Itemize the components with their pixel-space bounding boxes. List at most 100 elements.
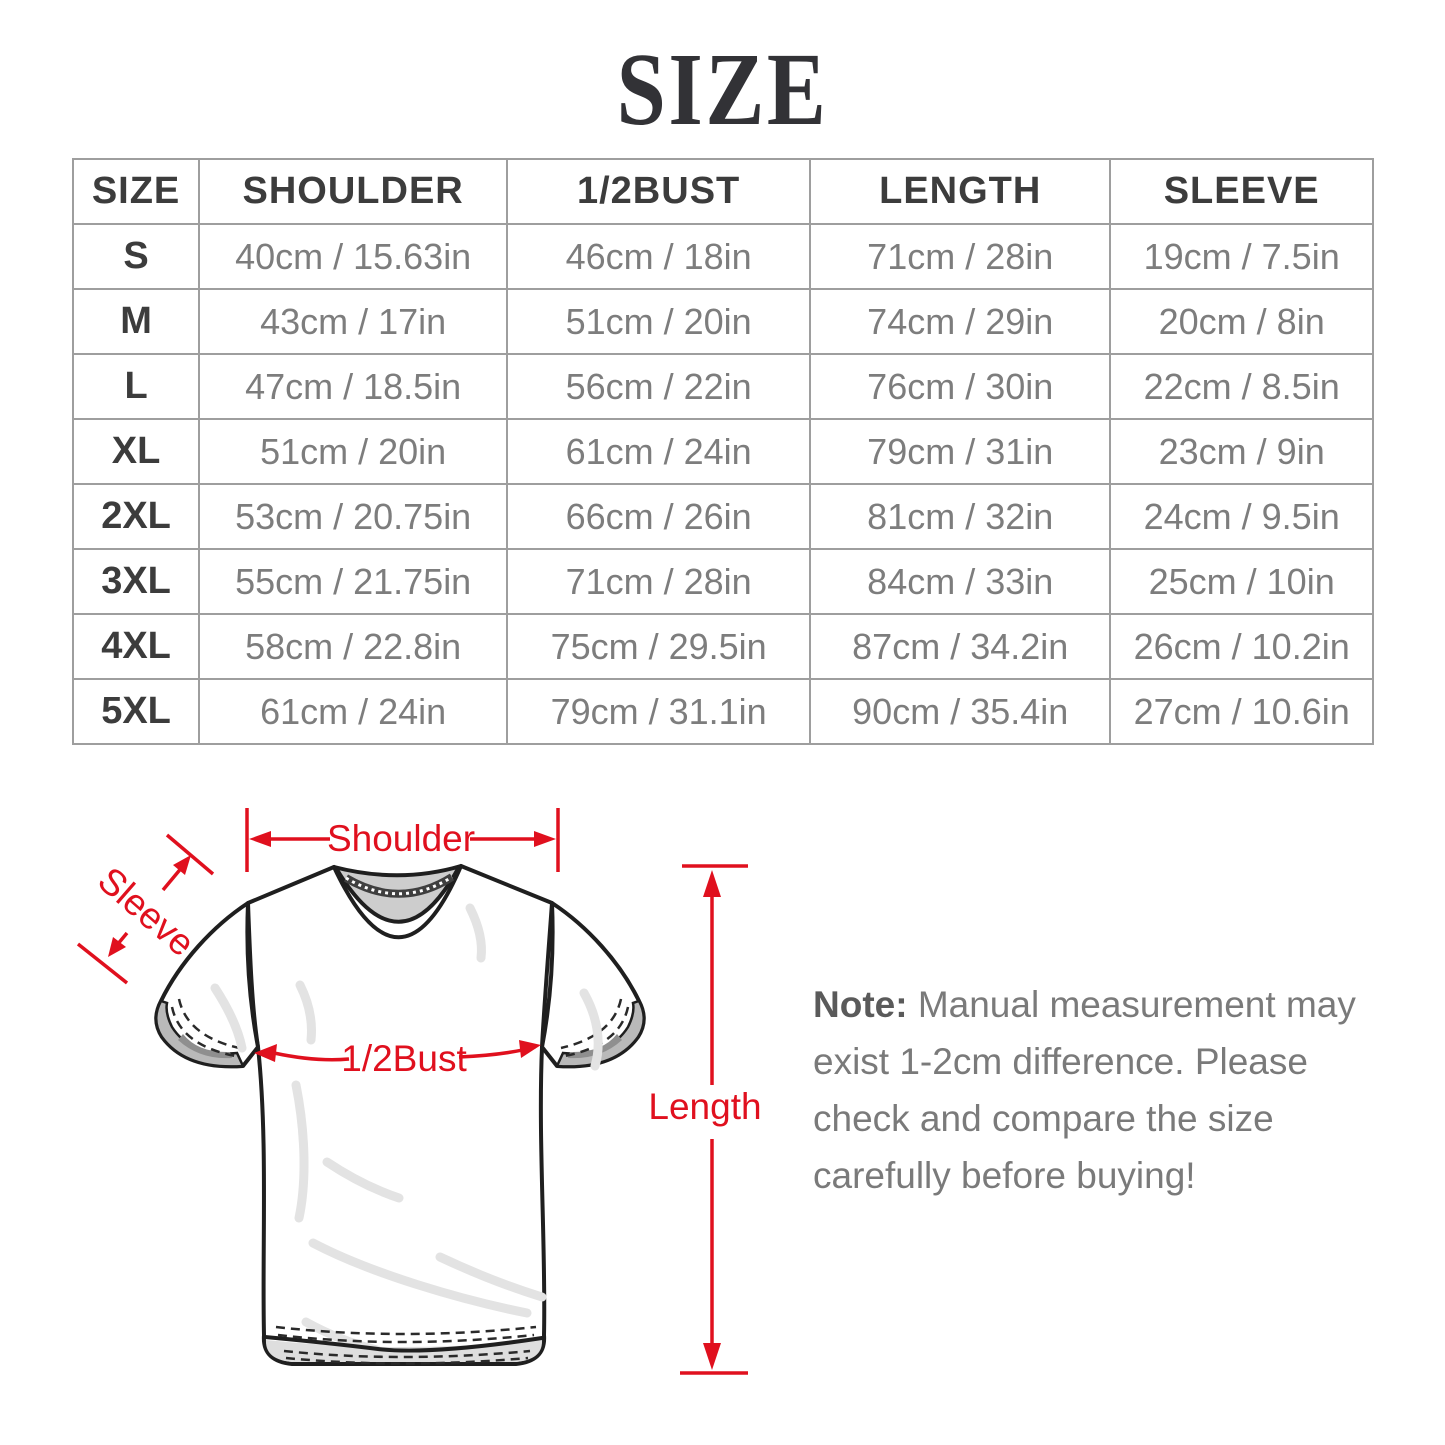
size-table-header: SIZE SHOULDER 1/2BUST LENGTH SLEEVE — [71, 158, 1374, 225]
table-row: 3XL 55cm / 21.75in 71cm / 28in 84cm / 33… — [71, 548, 1374, 615]
length-value: 87cm / 34.2in — [809, 613, 1112, 680]
shoulder-value: 61cm / 24in — [198, 678, 509, 745]
size-table: SIZE SHOULDER 1/2BUST LENGTH SLEEVE S 40… — [71, 158, 1374, 745]
sleeve-arrowhead-up-icon — [173, 855, 191, 875]
size-label: 2XL — [71, 483, 201, 550]
length-value: 84cm / 33in — [809, 548, 1112, 615]
collar-rib-inner-line — [334, 865, 461, 924]
sleeve-value: 20cm / 8in — [1109, 288, 1374, 355]
table-row: M 43cm / 17in 51cm / 20in 74cm / 29in 20… — [71, 288, 1374, 355]
table-row: 5XL 61cm / 24in 79cm / 31.1in 90cm / 35.… — [71, 678, 1374, 745]
bust-arrow-line-left — [273, 1051, 350, 1062]
wrinkle-shade — [435, 1252, 547, 1302]
note-prefix: Note: — [813, 984, 908, 1025]
col-header-shoulder: SHOULDER — [198, 158, 509, 225]
shoulder-value: 53cm / 20.75in — [198, 483, 509, 550]
table-row: XL 51cm / 20in 61cm / 24in 79cm / 31in 2… — [71, 418, 1374, 485]
note-line: Note: Manual measurement may — [813, 976, 1413, 1033]
collar-back-line — [332, 864, 463, 878]
sleeve-bottom-tick — [76, 942, 129, 985]
bust-value: 79cm / 31.1in — [506, 678, 812, 745]
size-label: M — [71, 288, 201, 355]
wrinkle-shade — [322, 1157, 404, 1203]
sleeve-arrowhead-down-icon — [108, 937, 126, 957]
length-value: 90cm / 35.4in — [809, 678, 1112, 745]
sleeve-value: 25cm / 10in — [1109, 548, 1374, 615]
wrinkle-shade — [465, 903, 486, 963]
table-row: 2XL 53cm / 20.75in 66cm / 26in 81cm / 32… — [71, 483, 1374, 550]
sleeve-value: 27cm / 10.6in — [1109, 678, 1374, 745]
table-row: 4XL 58cm / 22.8in 75cm / 29.5in 87cm / 3… — [71, 613, 1374, 680]
bust-value: 66cm / 26in — [506, 483, 812, 550]
col-header-sleeve: SLEEVE — [1109, 158, 1374, 225]
hem-stitching — [275, 1325, 537, 1336]
wrinkle-shade — [291, 1080, 309, 1223]
note-line: exist 1-2cm difference. Please — [813, 1041, 1308, 1082]
note-line: carefully before buying! — [813, 1155, 1196, 1196]
shoulder-arrowhead-left-icon — [249, 831, 271, 847]
shoulder-value: 55cm / 21.75in — [198, 548, 509, 615]
wrinkle-shade — [579, 988, 603, 1071]
right-sleeve-stitching — [564, 1006, 630, 1058]
measurement-note: Note: Manual measurement may exist 1-2cm… — [813, 976, 1413, 1204]
note-text: Manual measurement may — [907, 984, 1356, 1025]
col-header-bust: 1/2BUST — [506, 158, 812, 225]
sleeve-top-tick — [165, 833, 215, 876]
bust-value: 51cm / 20in — [506, 288, 812, 355]
wrinkle-shade — [295, 980, 316, 1045]
length-value: 71cm / 28in — [809, 223, 1112, 290]
bust-value: 61cm / 24in — [506, 418, 812, 485]
sleeve-value: 22cm / 8.5in — [1109, 353, 1374, 420]
length-arrowhead-up-icon — [703, 870, 721, 897]
size-label: L — [71, 353, 201, 420]
length-label: Length — [648, 1086, 761, 1127]
col-header-size: SIZE — [71, 158, 201, 225]
length-arrowhead-down-icon — [703, 1343, 721, 1370]
left-sleeve-opening — [155, 999, 245, 1068]
length-value: 74cm / 29in — [809, 288, 1112, 355]
length-value: 79cm / 31in — [809, 418, 1112, 485]
collar-tape-zigzag-stitch — [345, 875, 453, 896]
right-sleeve-opening — [555, 999, 645, 1068]
hem-stitching — [277, 1333, 535, 1344]
wrinkle-shade — [308, 1238, 532, 1318]
size-label: 3XL — [71, 548, 201, 615]
shoulder-value: 58cm / 22.8in — [198, 613, 509, 680]
page-title: SIZE — [616, 32, 829, 147]
size-label: XL — [71, 418, 201, 485]
hem-stitching — [285, 1356, 529, 1365]
size-label: 5XL — [71, 678, 201, 745]
sleeve-value: 23cm / 9in — [1109, 418, 1374, 485]
right-sleeve-stitching — [560, 998, 623, 1050]
size-label: 4XL — [71, 613, 201, 680]
bust-value: 71cm / 28in — [506, 548, 812, 615]
sleeve-value: 26cm / 10.2in — [1109, 613, 1374, 680]
tshirt-illustration — [154, 864, 646, 1366]
hem-fold-line — [263, 1335, 544, 1353]
bust-value: 56cm / 22in — [506, 353, 812, 420]
length-value: 81cm / 32in — [809, 483, 1112, 550]
bust-arrowhead-left-icon — [254, 1044, 277, 1062]
shoulder-value: 47cm / 18.5in — [198, 353, 509, 420]
bust-value: 75cm / 29.5in — [506, 613, 812, 680]
size-label: S — [71, 223, 201, 290]
length-value: 76cm / 30in — [809, 353, 1112, 420]
left-sleeve-stitching — [177, 998, 240, 1050]
table-row: L 47cm / 18.5in 56cm / 22in 76cm / 30in … — [71, 353, 1374, 420]
table-row: S 40cm / 15.63in 46cm / 18in 71cm / 28in… — [71, 223, 1374, 290]
hem-stitching — [283, 1349, 531, 1359]
wrinkle-shade — [210, 983, 247, 1053]
bust-value: 46cm / 18in — [506, 223, 812, 290]
sleeve-value: 24cm / 9.5in — [1109, 483, 1374, 550]
shoulder-label: Shoulder — [327, 818, 475, 859]
shoulder-value: 51cm / 20in — [198, 418, 509, 485]
shoulder-value: 40cm / 15.63in — [198, 223, 509, 290]
col-header-length: LENGTH — [809, 158, 1112, 225]
bust-arrowhead-right-icon — [519, 1040, 541, 1058]
tshirt-measurement-diagram: Shoulder Sleeve 1/2Bust Length — [76, 808, 762, 1375]
sleeve-value: 19cm / 7.5in — [1109, 223, 1374, 290]
note-line: check and compare the size — [813, 1098, 1274, 1139]
shoulder-arrowhead-right-icon — [534, 831, 556, 847]
shoulder-value: 43cm / 17in — [198, 288, 509, 355]
